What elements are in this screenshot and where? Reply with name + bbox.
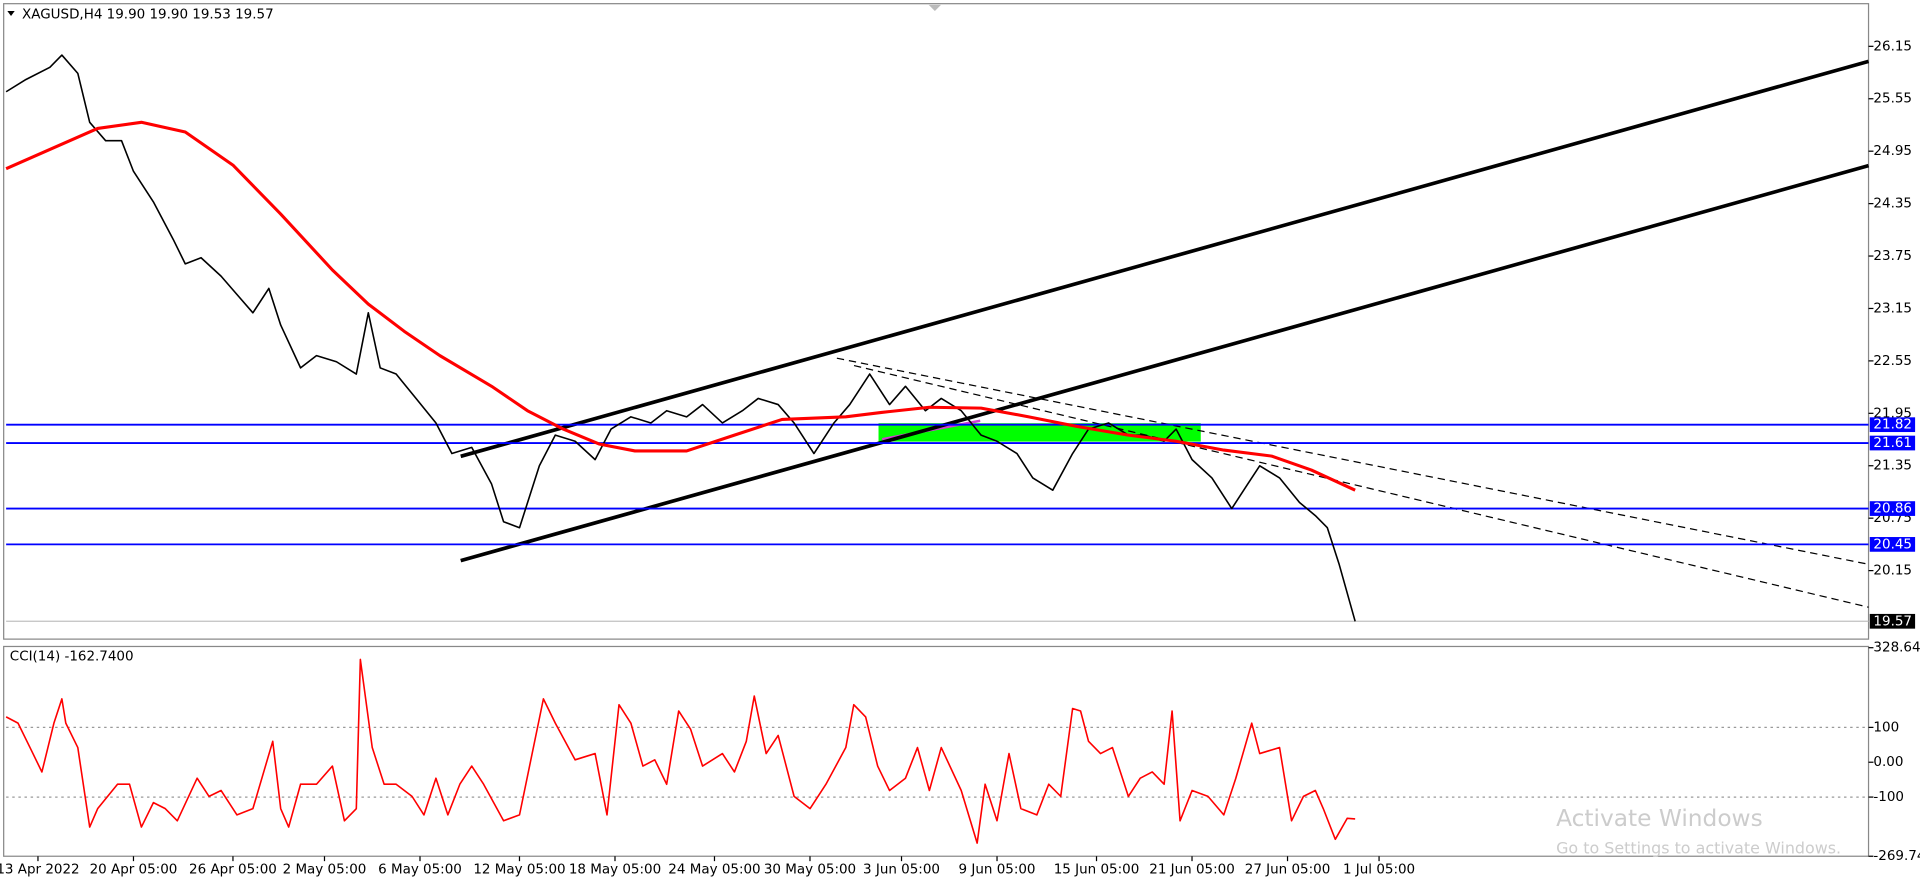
level-label: 20.45 (1873, 536, 1912, 552)
last-price-box (1869, 613, 1916, 629)
x-tick-label: 21 Jun 05:00 (1149, 862, 1235, 878)
y-tick-label: 26.15 (1873, 38, 1912, 54)
series-line (5, 54, 1356, 622)
shift-marker (928, 4, 942, 12)
x-tick-label: 1 Jul 05:00 (1343, 862, 1415, 878)
main-panel (3, 3, 1870, 640)
x-tick-label: 24 May 05:00 (668, 862, 760, 878)
y-tick-label: 328.646 (1873, 640, 1920, 656)
x-tick-label: 18 May 05:00 (569, 862, 661, 878)
trendline (460, 59, 1870, 459)
x-tick-label: 9 Jun 05:00 (959, 862, 1036, 878)
y-tick-label: 24.95 (1873, 143, 1912, 159)
y-tick-label: 0.00 (1873, 754, 1903, 770)
y-tick-label: 20.15 (1873, 563, 1912, 579)
watermark-subtitle: Go to Settings to activate Windows. (1556, 838, 1841, 857)
x-tick-label: 3 Jun 05:00 (863, 862, 940, 878)
dashed-trendline (853, 364, 1869, 608)
watermark-title: Activate Windows (1556, 805, 1763, 832)
x-tick-label: 2 May 05:00 (283, 862, 367, 878)
y-tick-label: 23.75 (1873, 248, 1912, 264)
x-tick-label: 15 Jun 05:00 (1054, 862, 1140, 878)
last-price-label: 19.57 (1873, 613, 1912, 629)
y-tick-label: 21.35 (1873, 458, 1912, 474)
x-tick-label: 6 May 05:00 (378, 862, 462, 878)
y-tick-label: 25.55 (1873, 91, 1912, 107)
x-tick-label: 30 May 05:00 (764, 862, 856, 878)
y-tick-label: 23.15 (1873, 300, 1912, 316)
panel-title: CCI(14) -162.7400 (10, 648, 134, 664)
level-label: 20.86 (1873, 501, 1912, 517)
level-label-box (1869, 417, 1916, 433)
y-tick-label: -100 (1873, 789, 1904, 805)
level-label-box (1869, 435, 1916, 451)
dashed-trendline (836, 357, 1869, 565)
level-label: 21.61 (1873, 435, 1912, 451)
zone (878, 423, 1201, 442)
symbol-menu[interactable] (7, 11, 15, 16)
cci-panel (3, 645, 1870, 857)
level-label-box (1869, 501, 1916, 516)
level-label-box (1869, 537, 1916, 552)
panel-title: XAGUSD,H4 19.90 19.90 19.53 19.57 (22, 7, 274, 23)
x-tick-label: 20 Apr 05:00 (90, 862, 178, 878)
x-tick-label: 27 Jun 05:00 (1245, 862, 1331, 878)
x-tick-label: 13 Apr 2022 (0, 862, 80, 878)
y-tick-label: 22.55 (1873, 353, 1912, 369)
y-tick-label: -269.749 (1873, 848, 1920, 864)
series-line (5, 120, 1356, 492)
level-label: 21.82 (1873, 417, 1912, 433)
x-tick-label: 12 May 05:00 (473, 862, 565, 878)
y-tick-label: 100 (1873, 719, 1899, 735)
y-tick-label: 24.35 (1873, 196, 1912, 212)
series-line (5, 658, 1356, 844)
x-tick-label: 26 Apr 05:00 (189, 862, 277, 878)
trendline (460, 163, 1870, 563)
